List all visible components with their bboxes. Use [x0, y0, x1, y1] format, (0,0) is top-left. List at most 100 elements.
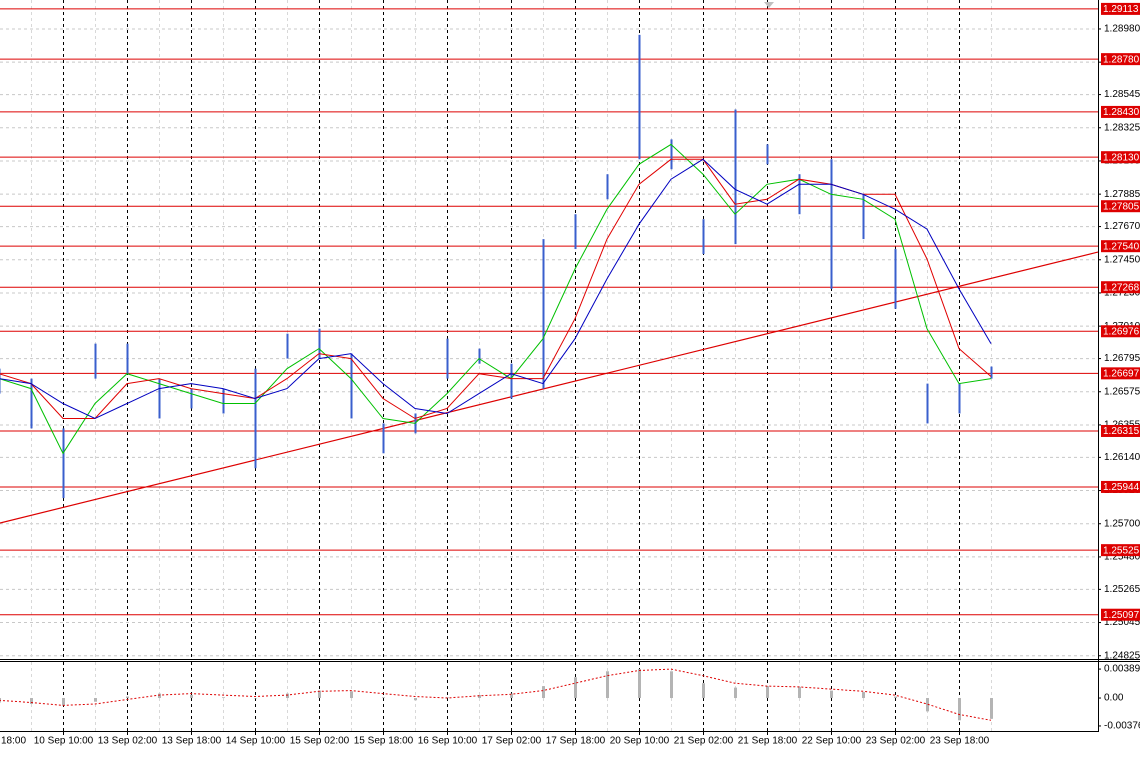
level-label-box: [1101, 325, 1140, 338]
x-tick-label: 13 Sep 02:00: [98, 736, 158, 747]
histogram-bar: [766, 686, 769, 699]
histogram-bar: [254, 698, 257, 699]
histogram-bar: [414, 698, 417, 701]
y-tick-label: 0.00: [1104, 693, 1124, 704]
histogram-bar: [94, 698, 97, 702]
histogram-bar: [702, 683, 705, 699]
histogram-bar: [30, 698, 33, 704]
x-tick-label: 23 Sep 02:00: [866, 736, 926, 747]
histogram-bar: [894, 696, 897, 699]
level-label: 1.25944: [1103, 482, 1140, 493]
level-label: 1.27805: [1103, 201, 1140, 212]
histogram-bar: [798, 686, 801, 699]
signal-line: [0, 668, 992, 721]
histogram-bar: [478, 695, 481, 699]
level-label-box: [1101, 200, 1140, 213]
y-tick-label: 1.25700: [1104, 518, 1140, 529]
grid: [0, 0, 1098, 658]
histogram-bar: [830, 690, 833, 699]
x-tick-label: 15 Sep 02:00: [290, 736, 350, 747]
y-tick-label: 1.28980: [1104, 24, 1140, 35]
level-label: 1.27268: [1103, 282, 1140, 293]
level-label: 1.28430: [1103, 107, 1140, 118]
axes: [0, 0, 1140, 732]
level-label-box: [1101, 480, 1140, 493]
y-tick-label: 1.25265: [1104, 584, 1140, 595]
histogram-bar: [510, 693, 513, 699]
level-label: 1.25525: [1103, 545, 1140, 556]
x-tick-label: 21 Sep 02:00: [674, 736, 734, 747]
histogram-bar: [670, 671, 673, 699]
y-tick-label: 1.28325: [1104, 122, 1140, 133]
level-label: 1.29113: [1103, 4, 1139, 15]
x-tick-label: 16 Sep 10:00: [418, 736, 478, 747]
y-tick-label: 1.28545: [1104, 89, 1140, 100]
level-label: 1.28780: [1103, 54, 1140, 65]
y-tick-label: 1.27885: [1104, 189, 1140, 200]
level-label-box: [1101, 608, 1140, 621]
level-label-box: [1101, 53, 1140, 66]
moving-average: [0, 143, 992, 455]
y-tick-label: 0.003897: [1104, 664, 1140, 675]
y-tick-label: 1.26795: [1104, 353, 1140, 364]
moving-average: [0, 158, 992, 420]
histogram-bar: [990, 698, 993, 719]
histogram-bar: [862, 692, 865, 699]
y-tick-label: 1.26140: [1104, 452, 1140, 463]
y-tick-label: 1.26575: [1104, 386, 1140, 397]
level-label-box: [1101, 151, 1140, 164]
y-tick-label: 1.25045: [1104, 617, 1140, 628]
y-tick-label: 1.24825: [1104, 650, 1140, 661]
histogram-bar: [606, 671, 609, 699]
level-label: 1.26315: [1103, 426, 1140, 437]
x-tick-label: 10 Sep 10:00: [34, 736, 94, 747]
x-tick-label: 23 Sep 18:00: [930, 736, 990, 747]
x-tick-label: 18:00: [1, 736, 26, 747]
histogram-bar: [286, 693, 289, 699]
x-tick-label: 13 Sep 18:00: [162, 736, 222, 747]
x-tick-label: 14 Sep 10:00: [226, 736, 286, 747]
level-label-box: [1101, 544, 1140, 557]
histogram-bar: [126, 696, 129, 699]
trendline: [0, 251, 1098, 524]
level-label-box: [1101, 367, 1140, 380]
histogram-bar: [350, 691, 353, 699]
histogram-bar: [62, 698, 65, 706]
histogram-bar: [382, 697, 385, 699]
level-label-box: [1101, 2, 1140, 15]
level-label-box: [1101, 240, 1140, 253]
level-label-box: [1101, 281, 1140, 294]
level-label-box: [1101, 105, 1140, 118]
histogram-bar: [222, 697, 225, 699]
histogram-bar: [926, 698, 929, 712]
x-tick-label: 20 Sep 10:00: [610, 736, 670, 747]
x-tick-label: 17 Sep 18:00: [546, 736, 606, 747]
shift-marker: [764, 2, 774, 8]
x-tick-label: 15 Sep 18:00: [354, 736, 414, 747]
histogram-bar: [446, 697, 449, 699]
y-tick-label: 1.27450: [1104, 254, 1140, 265]
x-tick-label: 22 Sep 10:00: [802, 736, 862, 747]
y-tick-label: 1.25480: [1104, 552, 1140, 563]
histogram-bar: [190, 695, 193, 699]
level-label: 1.25097: [1103, 610, 1140, 621]
histogram-bar: [734, 687, 737, 699]
moving-average: [0, 158, 992, 420]
y-tick-label: -0.00376: [1104, 721, 1140, 732]
histogram-bar: [638, 669, 641, 699]
level-label: 1.27540: [1103, 241, 1140, 252]
level-label: 1.28130: [1103, 152, 1140, 163]
histogram-bar: [574, 677, 577, 699]
level-label: 1.26697: [1103, 368, 1140, 379]
x-tick-label: 21 Sep 18:00: [738, 736, 798, 747]
price-plot: [0, 8, 1098, 616]
level-label: 1.26976: [1103, 326, 1140, 337]
oscillator-plot: [0, 668, 993, 721]
histogram-bar: [158, 693, 161, 699]
level-label-box: [1101, 424, 1140, 437]
histogram-bar: [958, 698, 961, 721]
